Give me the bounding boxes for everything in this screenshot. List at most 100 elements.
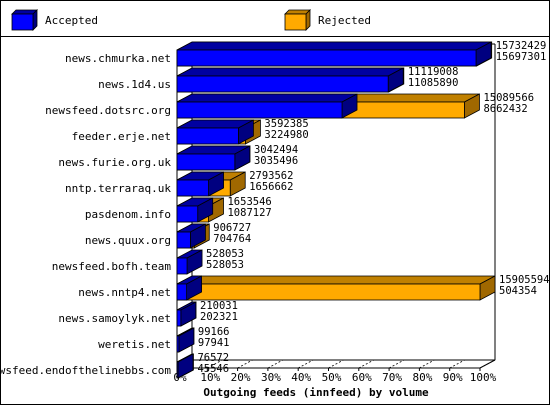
x-tick-label: 30% [261,371,281,384]
bar-accepted-front [176,205,199,223]
value-label-accepted: 1656662 [249,181,293,193]
bar-accepted [176,197,214,223]
value-label-offered: 15732429 [496,40,547,52]
x-tick-label: 50% [322,371,342,384]
category-label: weretis.net [98,338,171,351]
value-label-accepted: 504354 [499,285,537,297]
bar-rejected-front [176,283,481,301]
bar-accepted [176,119,254,145]
gridline-floor [449,359,465,369]
x-tick-label: 70% [382,371,402,384]
value-label-offered: 99166 [198,326,230,338]
bar-accepted-front [176,101,343,119]
value-label-accepted: 11085890 [408,77,459,89]
gridline-floor [207,359,223,369]
category-label: news.nntp4.net [78,286,171,299]
bar-accepted [176,301,197,327]
bar-accepted-front [176,283,188,301]
value-label-offered: 15089566 [483,92,534,104]
legend-item-rejected: Rejected [284,9,371,31]
bar-row-news-nntp4-net [176,275,496,301]
bar-accepted-front [176,361,179,379]
bar-rejected [176,275,496,301]
legend-swatch [284,13,307,31]
category-label: pasdenom.info [85,208,171,221]
category-label: news.1d4.us [98,78,171,91]
bar-accepted [176,67,404,93]
x-tick-label: 20% [231,371,251,384]
x-tick-label: 90% [443,371,463,384]
value-label-accepted: 3035496 [254,155,298,167]
bar-accepted-front [176,335,180,353]
bar-row-feeder-erje-net [176,119,261,145]
bar-row-news-chmurka-net [176,41,493,67]
value-label-offered: 11119008 [408,66,459,78]
gridline-floor [479,359,496,369]
gridline-floor [358,359,374,369]
category-label: newsfeed.bofh.team [52,260,172,273]
value-label-accepted: 1087127 [227,207,271,219]
bar-accepted-front [176,257,188,275]
bar-row-news-quux-org [176,223,210,249]
bars [176,41,496,379]
x-tick-label: 10% [200,371,220,384]
bar-accepted [176,41,492,67]
value-label-offered: 3042494 [254,144,298,156]
category-label: newsfeed.endofthelinebbs.com [0,364,171,377]
bar-accepted-front [176,153,236,171]
x-tick-label: 100% [470,371,497,384]
category-label: news.furie.org.uk [58,156,171,169]
value-label-accepted: 45546 [197,363,229,375]
value-label-accepted: 3224980 [264,129,308,141]
x-tick-label: 40% [291,371,311,384]
bar-accepted [176,223,206,249]
category-label: news.chmurka.net [65,52,171,65]
bar-accepted-front [176,49,477,67]
legend-item-accepted: Accepted [11,9,98,31]
bar-row-news-samoylyk-net [176,301,197,327]
bar-rejected-top [176,275,496,285]
value-label-offered: 1653546 [227,196,271,208]
bar-row-news-1d4-us [176,67,405,93]
gridline-floor [267,359,284,369]
bar-row-nntp-terraraq-uk [176,171,246,197]
bar-row-newsfeed-dotsrc-org [176,93,480,119]
value-label-offered: 528053 [206,248,244,260]
value-label-accepted: 202321 [200,311,238,323]
bar-accepted-front [176,309,182,327]
legend-swatch [11,13,34,31]
bar-row-weretis-net [176,327,195,353]
bar-accepted [176,275,203,301]
bar-row-news-furie-org-uk [176,145,251,171]
value-label-accepted: 8662432 [483,103,527,115]
bar-accepted-front [176,75,389,93]
bar-accepted-top [176,41,492,51]
gridline-floor [298,359,314,369]
bar-row-pasdenom-info [176,197,224,223]
gridline-floor [328,359,344,369]
value-label-offered: 2793562 [249,170,293,182]
category-label: nntp.terraraq.uk [65,182,171,195]
bar-accepted [176,145,251,171]
bar-accepted [176,327,195,353]
x-tick-label: 80% [412,371,432,384]
legend: Accepted Rejected [11,9,371,31]
legend-label: Rejected [318,14,371,27]
value-label-accepted: 15697301 [496,51,547,63]
category-label: news.samoylyk.net [58,312,171,325]
category-label: newsfeed.dotsrc.org [45,104,171,117]
value-label-accepted: 704764 [213,233,251,245]
x-tick-label: 60% [352,371,372,384]
bar-accepted-front [176,231,191,249]
bar-accepted [176,93,358,119]
bar-accepted-top [176,67,404,77]
bar-accepted [176,353,194,379]
bar-row-newsfeed-bofh-team [176,249,203,275]
gridline-floor [419,359,435,369]
value-label-offered: 3592385 [264,118,308,130]
category-label: feeder.erje.net [72,130,171,143]
bar-accepted [176,249,203,275]
bar-accepted-top [176,93,358,103]
